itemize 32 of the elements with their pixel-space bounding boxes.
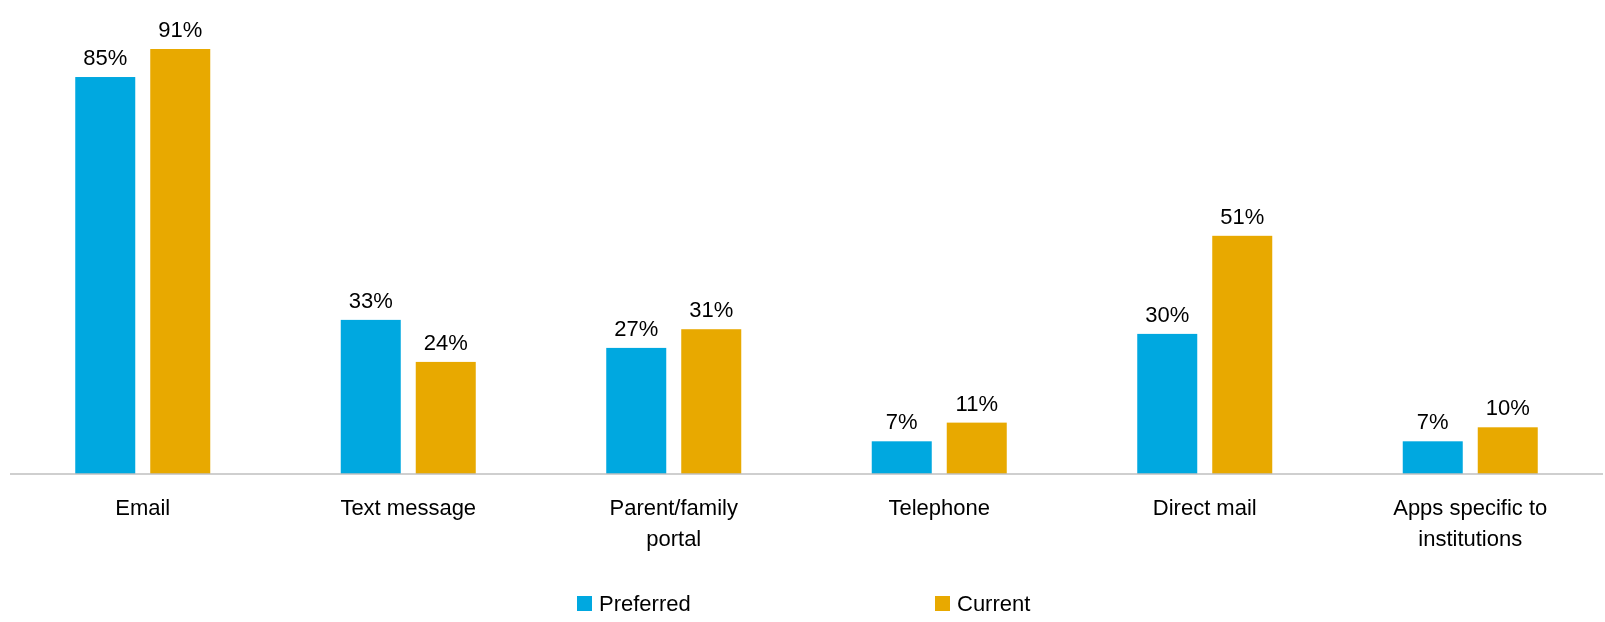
bar bbox=[681, 329, 742, 474]
bar bbox=[1402, 441, 1463, 474]
data-label: 30% bbox=[1145, 301, 1190, 327]
data-label: 27% bbox=[614, 315, 659, 341]
x-tick-label: Parent/family portal bbox=[609, 495, 738, 551]
bar bbox=[340, 319, 401, 474]
x-tick-label: Telephone bbox=[888, 495, 991, 520]
bar bbox=[871, 441, 932, 474]
legend-label: Preferred bbox=[599, 591, 691, 616]
bar bbox=[1137, 333, 1198, 474]
data-label: 10% bbox=[1485, 395, 1530, 421]
data-label: 7% bbox=[1416, 409, 1449, 435]
bar bbox=[1477, 427, 1538, 474]
bar bbox=[415, 361, 476, 474]
bar bbox=[606, 347, 667, 474]
legend-label: Current bbox=[957, 591, 1031, 616]
data-label: 91% bbox=[158, 17, 203, 42]
data-label: 33% bbox=[348, 287, 393, 313]
data-label: 24% bbox=[423, 329, 468, 355]
x-tick-label: Direct mail bbox=[1152, 495, 1257, 520]
data-label: 51% bbox=[1220, 203, 1265, 229]
data-label: 31% bbox=[689, 297, 734, 323]
bar bbox=[150, 49, 211, 474]
x-tick-label: Apps specific to institutions bbox=[1393, 495, 1548, 551]
x-tick-label: Text message bbox=[340, 495, 477, 520]
bar bbox=[75, 77, 136, 474]
bar bbox=[1212, 235, 1273, 474]
bar bbox=[946, 422, 1007, 474]
data-label: 11% bbox=[955, 390, 998, 416]
x-tick-label: Email bbox=[115, 495, 171, 520]
data-label: 7% bbox=[885, 409, 918, 435]
data-label: 85% bbox=[83, 45, 128, 71]
